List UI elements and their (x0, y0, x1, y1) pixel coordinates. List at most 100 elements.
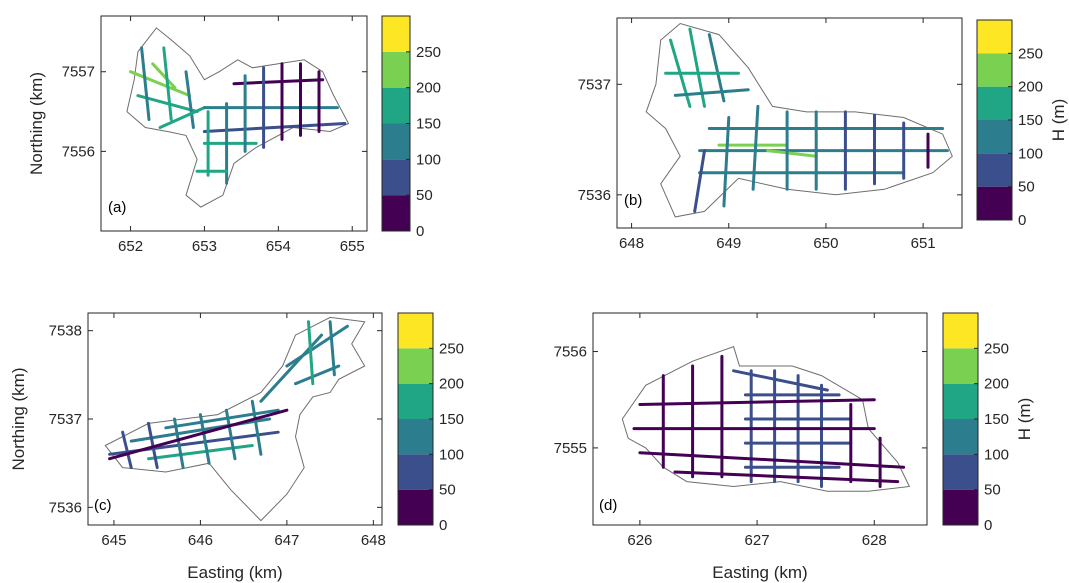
colorbar-tick-label: 50 (439, 482, 456, 499)
flight-line (184, 70, 195, 129)
colorbar-segment (398, 454, 433, 490)
y-tick-label: 7556 (62, 143, 95, 160)
colorbar-tick-label: 0 (984, 517, 992, 534)
colorbar-segment (398, 489, 433, 525)
x-tick-label: 651 (911, 235, 936, 252)
colorbar-tick-label: 0 (416, 223, 424, 240)
y-tick-label: 7537 (49, 411, 82, 428)
colorbar-tick-label: 200 (1018, 79, 1043, 96)
flight-line (673, 88, 750, 97)
panel-label: (a) (108, 199, 126, 216)
y-axis-title: Northing (km) (27, 72, 46, 175)
colorbar-tick-label: 150 (416, 116, 441, 133)
flight-line (766, 149, 818, 158)
colorbar-segment (382, 87, 410, 124)
survey-outline (621, 346, 911, 492)
colorbar-tick-label: 250 (416, 44, 441, 61)
y-tick-label: 7556 (554, 344, 587, 361)
colorbar-segment (943, 313, 978, 349)
panel-4: 626 627 628 7555 7556 (d) Easting (km) 0 50 100 15… (554, 312, 1034, 582)
colorbar-tick-label: 100 (984, 446, 1009, 463)
colorbar-segment (977, 53, 1012, 87)
colorbar-segment (398, 348, 433, 384)
colorbar-segment (943, 489, 978, 525)
flight-line (232, 78, 325, 86)
x-tick-label: 648 (619, 235, 644, 252)
panel-3: 645 646 647 648 7536 7537 7538 (c) Northing (km)… (9, 312, 464, 582)
x-tick-label: 652 (118, 238, 143, 255)
colorbar-tick-label: 150 (984, 411, 1009, 428)
flight-line (224, 408, 237, 461)
colorbar-title: H (m) (1015, 398, 1034, 440)
colorbar-tick-label: 250 (984, 340, 1009, 357)
colorbar-segment (382, 16, 410, 52)
colorbar-tick-label: 50 (984, 482, 1001, 499)
flight-line (693, 149, 706, 213)
x-axis-title: Easting (km) (712, 563, 807, 582)
flight-line (198, 413, 211, 465)
x-tick-label: 650 (813, 235, 838, 252)
panel-label: (c) (94, 497, 112, 514)
survey-outline (126, 27, 350, 208)
colorbar-segment (977, 20, 1012, 54)
y-tick-label: 7557 (62, 64, 95, 81)
flight-line (162, 46, 173, 121)
x-tick-label: 648 (361, 532, 386, 549)
colorbar-segment (398, 313, 433, 349)
survey-outline (645, 22, 953, 218)
x-tick-label: 655 (340, 238, 365, 255)
colorbar-segment (943, 454, 978, 490)
y-tick-label: 7537 (578, 76, 611, 93)
colorbar-segment (977, 186, 1012, 220)
colorbar-segment (398, 419, 433, 455)
flight-line (147, 444, 254, 461)
colorbar-segment (398, 383, 433, 419)
x-tick-label: 645 (101, 532, 126, 549)
colorbar-tick-label: 250 (439, 340, 464, 357)
y-tick-label: 7538 (49, 323, 82, 340)
panel-2: 648 649 650 651 7536 7537 (b) 0 50 100 150 200 250 H … (578, 17, 1068, 252)
flight-line (751, 104, 760, 191)
plot-area (87, 312, 383, 526)
colorbar-segment (382, 123, 410, 160)
y-tick-label: 7536 (578, 187, 611, 204)
colorbar-tick-label: 100 (1018, 145, 1043, 162)
y-tick-label: 7555 (554, 440, 587, 457)
flight-line (164, 408, 280, 430)
x-tick-label: 626 (627, 532, 652, 549)
x-axis-title: Easting (km) (187, 563, 282, 582)
colorbar-title: H (m) (1049, 99, 1068, 141)
flight-line (151, 62, 177, 90)
colorbar-segment (943, 348, 978, 384)
plot-area (616, 17, 963, 229)
flight-line (108, 408, 289, 461)
flight-line (722, 116, 731, 208)
panel-1: 652 653 654 655 7556 7557 (a) Northing (km) 0 50 1… (27, 15, 441, 255)
colorbar-tick-label: 0 (1018, 212, 1026, 229)
y-tick-label: 7536 (49, 499, 82, 516)
colorbar-tick-label: 200 (984, 376, 1009, 393)
colorbar-tick-label: 200 (416, 80, 441, 97)
colorbar-segment (977, 153, 1012, 187)
colorbar-segment (943, 383, 978, 419)
x-tick-label: 647 (274, 532, 299, 549)
panel-label: (d) (599, 497, 617, 514)
flight-line (707, 33, 726, 103)
colorbar-segment (382, 159, 410, 196)
colorbar-tick-label: 0 (439, 517, 447, 534)
colorbar-segment (382, 51, 410, 88)
flight-line (638, 398, 876, 406)
colorbar-segment (382, 195, 410, 231)
colorbar-tick-label: 150 (439, 411, 464, 428)
colorbar-tick-label: 150 (1018, 112, 1043, 129)
flight-line (140, 46, 151, 121)
x-tick-label: 653 (192, 238, 217, 255)
colorbar-segment (943, 419, 978, 455)
colorbar-tick-label: 200 (439, 376, 464, 393)
flight-line (129, 70, 192, 98)
colorbar-segment (977, 86, 1012, 120)
flight-line (732, 369, 829, 392)
colorbar-tick-label: 100 (439, 446, 464, 463)
colorbar-tick-label: 50 (416, 187, 433, 204)
